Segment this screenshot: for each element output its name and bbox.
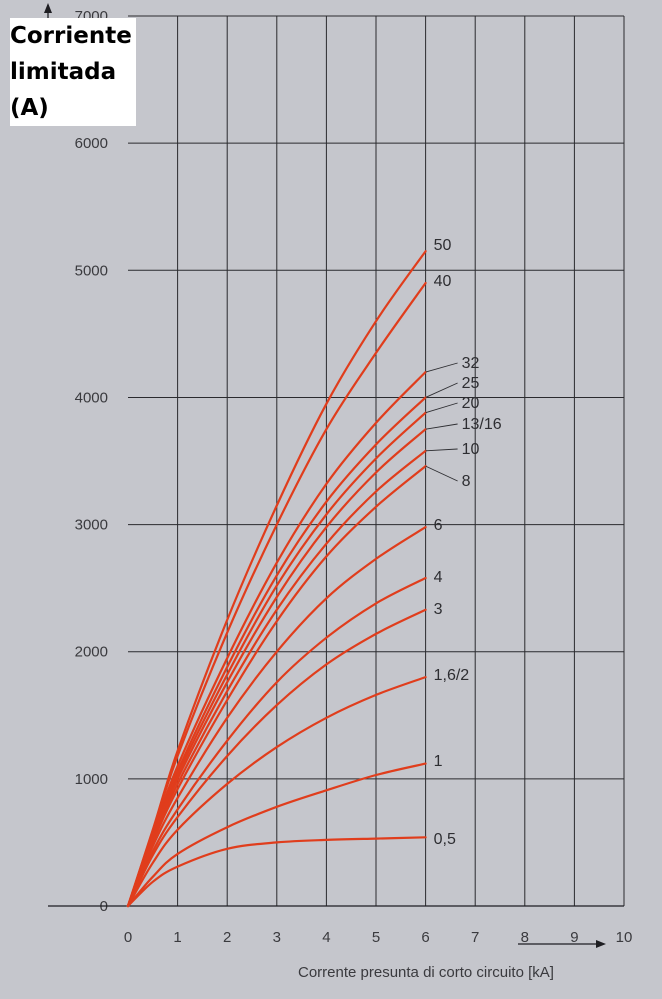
curve-label-4: 4 (434, 569, 443, 586)
curve-label-0-5: 0,5 (434, 831, 456, 848)
y-tick-label-2000: 2000 (75, 644, 108, 661)
curve-label-8: 8 (462, 473, 471, 490)
curve-13-16 (126, 428, 427, 908)
leader-line-8 (425, 465, 458, 482)
y-axis-title-line-3: (A) (10, 95, 49, 121)
x-tick-label-3: 3 (273, 929, 281, 946)
x-tick-label-2: 2 (223, 929, 231, 946)
curve-40 (126, 281, 427, 908)
curve-label-layer: 50 40 32 25 20 13/16 10 8 6 4 3 1,6/2 1 0,5 (425, 237, 502, 848)
curve-label-1-6-2: 1,6/2 (434, 667, 470, 684)
curve-0-5 (126, 836, 427, 908)
curve-label-40: 40 (434, 273, 452, 290)
curve-label-1: 1 (434, 753, 443, 770)
y-tick-label-3000: 3000 (75, 517, 108, 534)
y-tick-label-1000: 1000 (75, 771, 108, 788)
x-tick-label-0: 0 (124, 929, 132, 946)
x-tick-label-4: 4 (322, 929, 330, 946)
y-tick-label-6000: 6000 (75, 135, 108, 152)
curve-label-20: 20 (462, 395, 480, 412)
curve-6 (126, 526, 427, 908)
curve-label-3: 3 (434, 601, 443, 618)
x-axis-arrow-head (596, 940, 606, 948)
curve-layer (126, 250, 427, 908)
leader-line-10 (425, 448, 458, 452)
y-tick-label-5000: 5000 (75, 262, 108, 279)
x-tick-label-9: 9 (570, 929, 578, 946)
curve-8 (126, 465, 427, 908)
leader-line-25 (425, 382, 458, 398)
leader-line-20 (425, 402, 458, 414)
curve-1 (126, 762, 427, 908)
curve-label-50: 50 (434, 237, 452, 254)
x-tick-label-1: 1 (173, 929, 181, 946)
grid-layer (128, 15, 625, 906)
curve-label-6: 6 (434, 517, 443, 534)
curve-label-10: 10 (462, 441, 480, 458)
x-axis-title: Corrente presunta di corto circuito [kA] (298, 964, 554, 981)
x-tick-label-10: 10 (616, 929, 633, 946)
curve-label-25: 25 (462, 375, 480, 392)
x-tick-label-6: 6 (421, 929, 429, 946)
leader-line-13-16 (425, 423, 458, 430)
curve-4 (126, 576, 427, 908)
curve-label-13-16: 13/16 (462, 416, 502, 433)
x-tick-label-5: 5 (372, 929, 380, 946)
axis-layer: 0123456789100100020003000400050006000700… (44, 3, 632, 948)
x-tick-label-8: 8 (521, 929, 529, 946)
y-tick-label-4000: 4000 (75, 389, 108, 406)
curve-3 (126, 608, 427, 908)
curve-10 (126, 449, 427, 908)
curve-label-32: 32 (462, 355, 480, 372)
y-axis-title-line-2: limitada (10, 59, 117, 85)
y-axis-arrow-head (44, 3, 52, 13)
y-axis-title: Corriente limitada (A) (10, 18, 136, 126)
y-axis-title-line-1: Corriente (10, 23, 132, 49)
x-tick-label-7: 7 (471, 929, 479, 946)
leader-line-32 (425, 362, 458, 373)
curve-1-6-2 (126, 676, 427, 908)
